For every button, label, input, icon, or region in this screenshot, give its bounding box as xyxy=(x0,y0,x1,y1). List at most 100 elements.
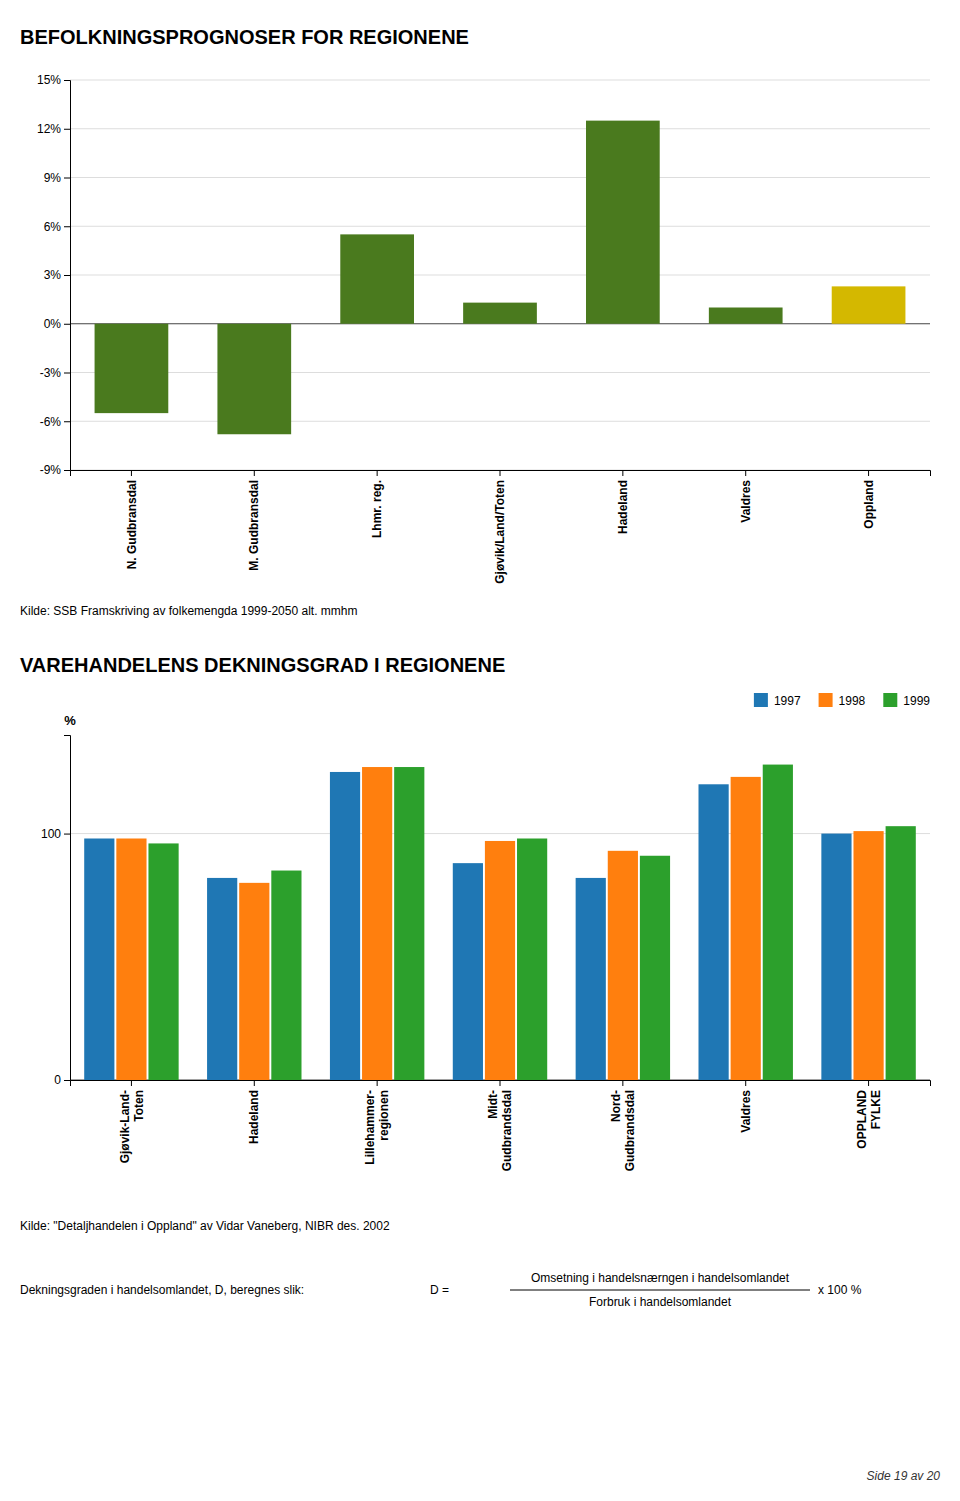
tick-label: 9% xyxy=(44,171,62,185)
legend-label: 1999 xyxy=(903,694,930,708)
legend-swatch xyxy=(819,693,833,707)
tick-label: 3% xyxy=(44,268,62,282)
tick: -9% xyxy=(40,463,70,477)
tick-label: -6% xyxy=(40,415,62,429)
bar xyxy=(698,784,728,1080)
tick-mark xyxy=(377,1080,378,1086)
bar xyxy=(330,772,360,1080)
grid-line xyxy=(70,128,930,129)
bar xyxy=(217,324,291,435)
chart-title: BEFOLKNINGSPROGNOSER FOR REGIONENE xyxy=(20,26,469,48)
tick-label: -9% xyxy=(40,463,62,477)
tick-label: -3% xyxy=(40,366,62,380)
tick: OPPLANDFYLKE xyxy=(855,1080,883,1149)
formula-denominator: Forbruk i handelsomlandet xyxy=(589,1295,732,1309)
bar xyxy=(95,324,169,413)
grid-line xyxy=(70,275,930,276)
legend-label: 1998 xyxy=(839,694,866,708)
formula-label: Dekningsgraden i handelsomlandet, D, ber… xyxy=(20,1283,304,1297)
tick: -6% xyxy=(40,415,70,429)
legend-item: 1999 xyxy=(883,693,930,708)
tick-mark xyxy=(745,1080,746,1086)
tick-mark xyxy=(622,1080,623,1086)
bar xyxy=(832,286,906,323)
tick-mark xyxy=(377,470,378,476)
page-number: Side 19 av 20 xyxy=(867,1469,941,1483)
chart-title: VAREHANDELENS DEKNINGSGRAD I REGIONENE xyxy=(20,654,505,676)
tick: 100 xyxy=(41,827,70,841)
source-note: Kilde: "Detaljhandelen i Oppland" av Vid… xyxy=(20,1219,390,1233)
tick-label: Midt-Gudbrandsdal xyxy=(486,1090,514,1171)
bar xyxy=(586,121,660,324)
tick-mark xyxy=(64,834,70,835)
grid xyxy=(70,834,930,1080)
legend-swatch xyxy=(754,693,768,707)
bar xyxy=(84,839,114,1081)
axis-title: % xyxy=(64,713,76,728)
legend-item: 1997 xyxy=(754,693,801,708)
legend-label: 1997 xyxy=(774,694,801,708)
tick: 9% xyxy=(44,171,70,185)
tick: Gjøvik/Land/Toten xyxy=(493,470,507,584)
tick: Lillehammer-regionen xyxy=(363,1080,391,1165)
grid-line xyxy=(70,80,930,81)
tick: Hadeland xyxy=(616,470,630,534)
tick-mark xyxy=(131,1080,132,1086)
fraction-bar xyxy=(510,1290,810,1291)
bars xyxy=(95,121,906,435)
bar xyxy=(485,841,515,1080)
tick-label: OPPLANDFYLKE xyxy=(855,1090,883,1149)
x-axis: Gjøvik-Land-TotenHadelandLillehammer-reg… xyxy=(71,1080,931,1171)
grid xyxy=(70,80,930,470)
bar xyxy=(453,863,483,1080)
tick-label: N. Gudbransdal xyxy=(125,480,139,569)
tick-label: Oppland xyxy=(862,480,876,529)
tick-mark xyxy=(131,470,132,476)
tick-mark xyxy=(500,470,501,476)
legend-swatch xyxy=(883,693,897,707)
y-axis: 0100 xyxy=(41,736,71,1088)
tick-label: Lhmr. reg. xyxy=(370,480,384,538)
tick-mark xyxy=(64,226,70,227)
grid-line xyxy=(70,372,930,373)
grid-line xyxy=(70,177,930,178)
legend: 1997 1998 1999 xyxy=(754,693,930,708)
bar xyxy=(517,839,547,1081)
tick: Hadeland xyxy=(247,1080,261,1144)
tick-label: Hadeland xyxy=(616,480,630,534)
tick-mark xyxy=(64,324,70,325)
bar xyxy=(731,777,761,1080)
grid-line xyxy=(70,226,930,227)
tick-label: 15% xyxy=(37,73,61,87)
tick-mark xyxy=(64,178,70,179)
source-note: Kilde: SSB Framskriving av folkemengda 1… xyxy=(20,604,357,618)
tick-label: 6% xyxy=(44,220,62,234)
tick-label: M. Gudbransdal xyxy=(247,480,261,571)
bar xyxy=(271,871,301,1080)
tick-mark xyxy=(868,470,869,476)
tick-mark xyxy=(622,470,623,476)
tick: -3% xyxy=(40,366,70,380)
tick: Nord-Gudbrandsdal xyxy=(609,1080,637,1171)
tick-label: Valdres xyxy=(739,1090,753,1133)
chart: BEFOLKNINGSPROGNOSER FOR REGIONENE -9% -6%… xyxy=(20,26,931,618)
grid-line xyxy=(70,421,930,422)
bar xyxy=(640,856,670,1080)
tick: Oppland xyxy=(862,470,876,529)
bar xyxy=(239,883,269,1080)
tick-mark xyxy=(64,421,70,422)
bar xyxy=(821,834,851,1080)
tick-mark xyxy=(254,1080,255,1086)
tick-label: 100 xyxy=(41,827,61,841)
tick-label: 0% xyxy=(44,317,62,331)
tick: 6% xyxy=(44,220,70,234)
bar xyxy=(709,308,783,324)
tick: Lhmr. reg. xyxy=(370,470,384,538)
tick: 12% xyxy=(37,122,70,136)
tick: M. Gudbransdal xyxy=(247,470,261,571)
bar xyxy=(362,767,392,1080)
tick: N. Gudbransdal xyxy=(125,470,139,569)
axis-line xyxy=(64,81,71,471)
bar xyxy=(340,234,414,323)
tick-mark xyxy=(64,80,70,81)
